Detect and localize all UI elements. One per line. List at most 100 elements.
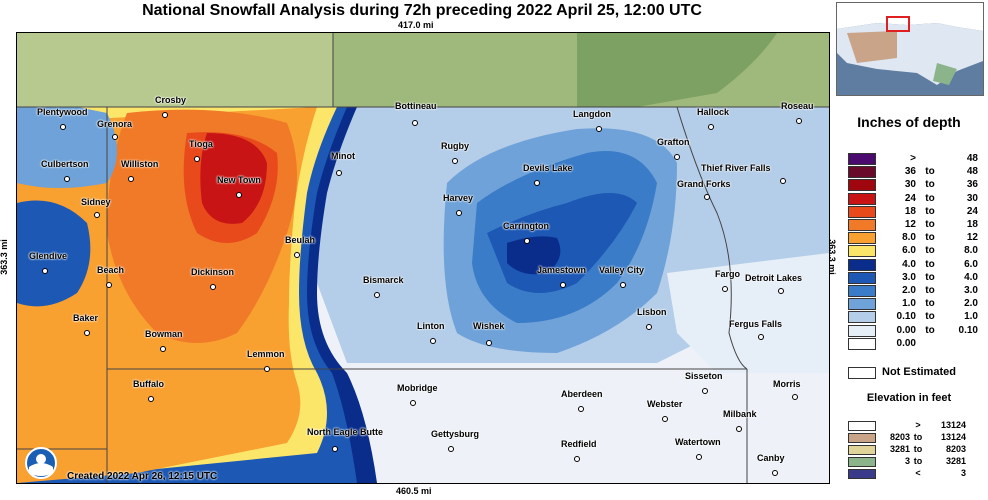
city-marker-icon: [704, 194, 710, 200]
legend-low: 18: [904, 205, 916, 217]
noaa-logo-icon: [25, 447, 57, 479]
city-marker-icon: [336, 170, 342, 176]
city-marker-icon: [646, 324, 652, 330]
city-label: Beulah: [285, 235, 316, 245]
elevation-to: <: [915, 468, 921, 478]
legend-swatch: [848, 324, 876, 337]
legend-to: to: [925, 179, 935, 191]
legend-high: 0.10: [958, 324, 978, 336]
city-label: New Town: [217, 175, 261, 185]
legend-low: 1.0: [902, 298, 916, 310]
snowfall-map[interactable]: Plentywood Crosby Grenora Bottineau Langdon H…: [16, 32, 830, 484]
city-label: Aberdeen: [561, 389, 603, 399]
elevation-high: 13124: [940, 420, 966, 430]
elevation-entry: 8203 to 13124: [848, 432, 982, 443]
city-label: Bottineau: [395, 101, 437, 111]
city-marker-icon: [64, 176, 70, 182]
snow-band-west-patch: [17, 200, 91, 307]
city-label: Harvey: [443, 193, 474, 203]
legend-low: 12: [904, 219, 916, 230]
elevation-entry: 3 to 3281: [848, 456, 982, 467]
city-label: North Eagle Butte: [307, 427, 384, 437]
elevation-swatch: [848, 445, 876, 455]
city-marker-icon: [758, 334, 764, 340]
legend-swatch: [848, 311, 876, 324]
city-marker-icon: [448, 446, 454, 452]
city-label: Redfield: [561, 439, 597, 449]
scale-bottom-label: 460.5 mi: [396, 486, 432, 496]
city-marker-icon: [412, 120, 418, 126]
legend-swatch: [848, 298, 876, 311]
city-marker-icon: [410, 400, 416, 406]
not-estimated-label: Not Estimated: [882, 366, 956, 378]
city-label: Bismarck: [363, 275, 404, 285]
elevation-to: to: [913, 456, 923, 466]
legend-swatch: [848, 166, 876, 179]
legend-entry: 36 to 48: [848, 165, 982, 179]
legend-low: 8.0: [902, 232, 916, 244]
city-label: Devils Lake: [523, 163, 573, 173]
city-label: Grafton: [657, 137, 690, 147]
city-label: Glendive: [29, 251, 68, 261]
legend-title: Inches of depth: [857, 114, 961, 130]
legend-low: 4.0: [902, 258, 916, 270]
legend-entry: 1.0 to 2.0: [848, 297, 982, 311]
city-label: Buffalo: [133, 379, 164, 389]
legend-high: 18: [966, 219, 978, 230]
elevation-high: 3: [960, 468, 966, 478]
legend-swatch: [848, 192, 876, 205]
scale-left-label: 363.3 mi: [0, 239, 9, 275]
city-marker-icon: [772, 470, 778, 476]
city-marker-icon: [84, 330, 90, 336]
legend-high: 48: [966, 166, 978, 178]
inset-locator-map[interactable]: [836, 2, 984, 96]
city-marker-icon: [106, 282, 112, 288]
canada-region-light: [17, 33, 333, 107]
city-marker-icon: [160, 346, 166, 352]
city-marker-icon: [722, 286, 728, 292]
city-label: Sisseton: [685, 371, 723, 381]
legend-low: 6.0: [902, 245, 916, 257]
legend-entry: 8.0 to 12: [848, 231, 982, 245]
elevation-legend-title: Elevation in feet: [866, 392, 952, 404]
canada-region-dark: [577, 33, 777, 107]
elevation-high: 3281: [945, 456, 966, 466]
legend-entry: 3.0 to 4.0: [848, 271, 982, 284]
city-marker-icon: [792, 394, 798, 400]
city-label: Baker: [73, 313, 99, 323]
legend-entry: 18 to 24: [848, 205, 982, 218]
scale-top-label: 417.0 mi: [398, 20, 434, 30]
legend-low: 2.0: [902, 285, 916, 296]
city-label: Lisbon: [637, 307, 667, 317]
legend-swatch: [848, 285, 876, 297]
city-marker-icon: [210, 284, 216, 290]
city-marker-icon: [780, 178, 786, 184]
legend-swatch: [848, 258, 876, 271]
elevation-high: 8203: [945, 444, 966, 454]
city-label: Tioga: [189, 139, 213, 149]
elevation-swatch: [848, 457, 876, 467]
legend-high: 1.0: [964, 311, 978, 323]
city-marker-icon: [560, 282, 566, 288]
legend-to: to: [925, 324, 935, 336]
snow-band-trace: [357, 363, 829, 483]
city-marker-icon: [796, 118, 802, 124]
city-label: Minot: [331, 151, 355, 161]
legend-entry: 2.0 to 3.0: [848, 284, 982, 297]
city-marker-icon: [94, 212, 100, 218]
city-label: Grand Forks: [677, 179, 731, 189]
inset-map-canvas: [837, 3, 983, 95]
city-marker-icon: [708, 124, 714, 130]
city-marker-icon: [194, 156, 200, 162]
city-marker-icon: [486, 340, 492, 346]
elevation-entry: >13124: [848, 420, 982, 431]
page-title: National Snowfall Analysis during 72h pr…: [142, 2, 702, 19]
city-label: Roseau: [781, 101, 814, 111]
legend-entry: 24 to 30: [848, 192, 982, 205]
legend-low: 3.0: [902, 271, 916, 283]
city-label: Langdon: [573, 109, 611, 119]
legend-low: 30: [904, 179, 916, 191]
snow-band-24-30: [200, 133, 267, 224]
legend-swatch: [848, 271, 876, 284]
legend-entry: 6.0 to 8.0: [848, 244, 982, 258]
